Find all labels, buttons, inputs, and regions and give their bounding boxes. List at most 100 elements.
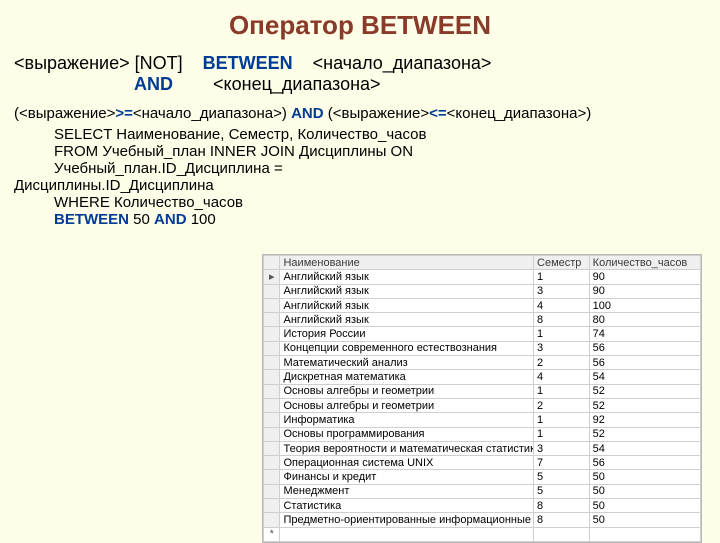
cell: Менеджмент: [280, 484, 534, 498]
cell: Английский язык: [280, 313, 534, 327]
cell: 74: [589, 327, 700, 341]
row-selector-header: [264, 256, 280, 270]
cell: 90: [589, 270, 700, 284]
cell: 2: [534, 398, 590, 412]
sql-val: 50: [129, 211, 154, 228]
table-row[interactable]: Концепции современного естествознания356: [264, 341, 701, 355]
cell: Основы программирования: [280, 427, 534, 441]
table-row[interactable]: Основы алгебры и геометрии152: [264, 384, 701, 398]
cell: 5: [534, 470, 590, 484]
row-selector[interactable]: [264, 513, 280, 527]
cell: Финансы и кредит: [280, 470, 534, 484]
cell: 56: [589, 341, 700, 355]
table-row[interactable]: Математический анализ256: [264, 356, 701, 370]
syntax-block: <выражение> [NOT] BETWEEN <начало_диапаз…: [0, 53, 720, 103]
cell: [589, 527, 700, 541]
sql-val: 100: [187, 211, 216, 228]
table-row[interactable]: ▸Английский язык190: [264, 270, 701, 284]
cell: Информатика: [280, 413, 534, 427]
cell: 1: [534, 427, 590, 441]
table-row[interactable]: Основы программирования152: [264, 427, 701, 441]
row-selector[interactable]: [264, 441, 280, 455]
kw-between: BETWEEN: [203, 53, 293, 73]
cell: 1: [534, 327, 590, 341]
cell: Английский язык: [280, 270, 534, 284]
table-row[interactable]: Операционная система UNIX756: [264, 456, 701, 470]
row-selector[interactable]: ▸: [264, 270, 280, 284]
cell: Основы алгебры и геометрии: [280, 384, 534, 398]
row-selector[interactable]: [264, 427, 280, 441]
cell: [280, 527, 534, 541]
cell: 56: [589, 456, 700, 470]
row-selector[interactable]: [264, 298, 280, 312]
table-row[interactable]: Английский язык390: [264, 284, 701, 298]
table-row[interactable]: Английский язык880: [264, 313, 701, 327]
row-selector[interactable]: [264, 470, 280, 484]
cell: 3: [534, 284, 590, 298]
row-selector[interactable]: [264, 456, 280, 470]
cell: 1: [534, 384, 590, 398]
table-row[interactable]: История России174: [264, 327, 701, 341]
cell: 56: [589, 356, 700, 370]
new-row-marker[interactable]: *: [264, 527, 280, 541]
cell: 1: [534, 413, 590, 427]
formula-block: (<выражение>>=<начало_диапазона>) AND (<…: [0, 103, 720, 122]
row-selector[interactable]: [264, 384, 280, 398]
table-header-row: Наименование Семестр Количество_часов: [264, 256, 701, 270]
kw-and: AND: [134, 74, 173, 94]
table-row[interactable]: Основы алгебры и геометрии252: [264, 398, 701, 412]
row-selector[interactable]: [264, 499, 280, 513]
kw-between-2: BETWEEN: [54, 211, 129, 228]
cell: 4: [534, 370, 590, 384]
table-row[interactable]: Информатика192: [264, 413, 701, 427]
sql-line: BETWEEN 50 AND 100: [14, 211, 706, 228]
cell: 90: [589, 284, 700, 298]
cell: 8: [534, 313, 590, 327]
row-selector[interactable]: [264, 398, 280, 412]
cell: [534, 527, 590, 541]
cell: 7: [534, 456, 590, 470]
row-selector[interactable]: [264, 356, 280, 370]
row-selector[interactable]: [264, 313, 280, 327]
row-selector[interactable]: [264, 341, 280, 355]
row-selector[interactable]: [264, 370, 280, 384]
syntax-range-start: <начало_диапазона>: [293, 53, 492, 73]
row-selector[interactable]: [264, 413, 280, 427]
cell: 50: [589, 499, 700, 513]
cell: 52: [589, 427, 700, 441]
sql-line: FROM Учебный_план INNER JOIN Дисциплины …: [14, 143, 706, 160]
table-row[interactable]: Статистика850: [264, 499, 701, 513]
new-row[interactable]: *: [264, 527, 701, 541]
table-row[interactable]: Дискретная математика454: [264, 370, 701, 384]
cell: Английский язык: [280, 298, 534, 312]
row-selector[interactable]: [264, 484, 280, 498]
cell: 92: [589, 413, 700, 427]
row-selector[interactable]: [264, 327, 280, 341]
cell: Статистика: [280, 499, 534, 513]
page-title: Оператор BETWEEN: [0, 0, 720, 53]
table-row[interactable]: Английский язык4100: [264, 298, 701, 312]
cell: Английский язык: [280, 284, 534, 298]
table-row[interactable]: Менеджмент550: [264, 484, 701, 498]
cell: 4: [534, 298, 590, 312]
cell: Основы алгебры и геометрии: [280, 398, 534, 412]
syntax-line-1: <выражение> [NOT] BETWEEN <начало_диапаз…: [14, 53, 706, 74]
results-table: Наименование Семестр Количество_часов ▸А…: [262, 254, 702, 543]
sql-line: WHERE Количество_часов: [14, 194, 706, 211]
cell: 54: [589, 441, 700, 455]
table-row[interactable]: Предметно-ориентированные информационные…: [264, 513, 701, 527]
sql-line: Учебный_план.ID_Дисциплина =: [14, 160, 706, 177]
syntax-line-2: AND <конец_диапазона>: [14, 74, 706, 95]
row-selector[interactable]: [264, 284, 280, 298]
cell: 3: [534, 441, 590, 455]
sql-line: SELECT Наименование, Семестр, Количество…: [14, 126, 706, 143]
cell: 80: [589, 313, 700, 327]
cell: Предметно-ориентированные информационные…: [280, 513, 534, 527]
table-row[interactable]: Финансы и кредит550: [264, 470, 701, 484]
cell: Концепции современного естествознания: [280, 341, 534, 355]
table-row[interactable]: Теория вероятности и математическая стат…: [264, 441, 701, 455]
syntax-expr: <выражение> [NOT]: [14, 53, 203, 73]
cell: 54: [589, 370, 700, 384]
cell: 50: [589, 470, 700, 484]
cell: История России: [280, 327, 534, 341]
